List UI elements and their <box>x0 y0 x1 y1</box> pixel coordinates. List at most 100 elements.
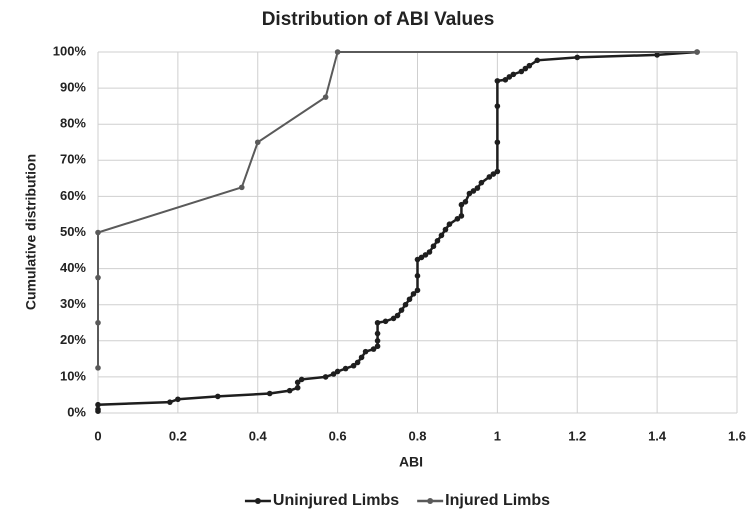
data-point <box>494 168 501 175</box>
data-point <box>490 171 497 177</box>
data-point <box>298 376 305 383</box>
data-point <box>410 291 417 297</box>
data-point <box>474 185 481 191</box>
data-point <box>478 179 485 186</box>
data-point <box>454 215 461 222</box>
data-point <box>402 301 409 308</box>
x-tick-label: 1.6 <box>728 428 746 443</box>
data-point <box>390 315 397 322</box>
data-point <box>358 354 365 361</box>
data-point <box>215 393 221 400</box>
data-point <box>466 190 473 197</box>
y-tick-label: 80% <box>60 116 86 131</box>
data-point <box>175 396 181 403</box>
x-axis-title: ABI <box>399 454 423 470</box>
data-point <box>418 254 425 261</box>
data-point <box>398 307 405 313</box>
data-point <box>362 348 369 355</box>
data-point <box>95 406 101 413</box>
x-tick-label: 1 <box>494 428 501 443</box>
x-tick-label: 0.4 <box>249 428 268 443</box>
data-point <box>414 273 421 279</box>
data-point <box>394 312 401 319</box>
data-point <box>534 57 541 64</box>
data-point <box>458 201 465 208</box>
data-point <box>354 359 361 366</box>
x-tick-label: 0.6 <box>329 428 347 443</box>
data-point <box>95 274 101 281</box>
data-point <box>486 174 493 180</box>
y-tick-label: 60% <box>60 188 86 203</box>
data-point <box>95 319 101 326</box>
data-point <box>294 384 301 391</box>
data-point <box>286 387 293 394</box>
data-point <box>442 226 449 233</box>
data-point <box>406 296 413 303</box>
y-tick-label: 100% <box>53 43 87 58</box>
data-point <box>526 62 533 69</box>
data-point <box>342 365 349 372</box>
data-point <box>322 374 329 380</box>
series-line <box>96 50 698 412</box>
data-point <box>95 365 101 371</box>
data-point <box>470 188 477 194</box>
data-point <box>510 71 517 78</box>
data-point <box>334 368 341 375</box>
x-tick-label: 1.4 <box>648 428 667 443</box>
data-point <box>167 399 173 405</box>
data-point <box>374 343 381 350</box>
data-point <box>266 390 273 397</box>
data-point <box>506 74 513 80</box>
data-point <box>494 139 501 146</box>
data-point <box>294 379 301 386</box>
x-tick-label: 1.2 <box>568 428 586 443</box>
legend-marker <box>254 498 261 504</box>
data-point <box>95 401 101 408</box>
data-point <box>494 78 501 84</box>
chart-title: Distribution of ABI Values <box>262 9 495 30</box>
x-tick-label: 0 <box>94 428 101 443</box>
data-point <box>462 199 469 205</box>
data-point <box>434 238 441 244</box>
x-tick-label: 0.8 <box>408 428 426 443</box>
data-point <box>430 243 437 250</box>
y-tick-label: 0% <box>67 404 86 419</box>
data-point <box>330 371 337 377</box>
data-point <box>374 338 381 344</box>
data-point <box>254 139 261 146</box>
x-tick-label: 0.2 <box>169 428 187 443</box>
y-axis-title: Cumulative distribution <box>23 154 39 310</box>
data-point <box>382 318 389 325</box>
data-point <box>422 252 429 258</box>
data-point <box>374 330 381 337</box>
data-point <box>502 76 509 83</box>
data-point <box>574 54 581 61</box>
legend-marker <box>427 498 434 504</box>
data-point <box>322 94 329 100</box>
data-point <box>334 49 341 55</box>
legend-text: Injured Limbs <box>445 492 550 509</box>
data-point <box>238 184 245 191</box>
series-line <box>97 51 698 368</box>
y-tick-label: 30% <box>60 296 86 311</box>
data-point <box>694 49 700 55</box>
y-tick-label: 10% <box>60 368 86 383</box>
data-point <box>374 319 381 326</box>
data-point <box>458 213 465 219</box>
y-tick-label: 20% <box>60 332 86 347</box>
y-tick-label: 90% <box>60 80 86 95</box>
data-point <box>414 287 421 294</box>
data-point <box>370 346 377 352</box>
legend-text: Uninjured Limbs <box>273 492 399 509</box>
data-point <box>95 229 101 236</box>
data-point <box>446 221 453 227</box>
data-point <box>518 68 525 75</box>
y-tick-label: 40% <box>60 260 86 275</box>
data-point <box>494 103 501 109</box>
data-point <box>522 65 529 72</box>
y-tick-label: 70% <box>60 152 86 167</box>
data-point <box>438 232 445 239</box>
data-point <box>654 52 660 58</box>
data-point <box>426 249 433 255</box>
